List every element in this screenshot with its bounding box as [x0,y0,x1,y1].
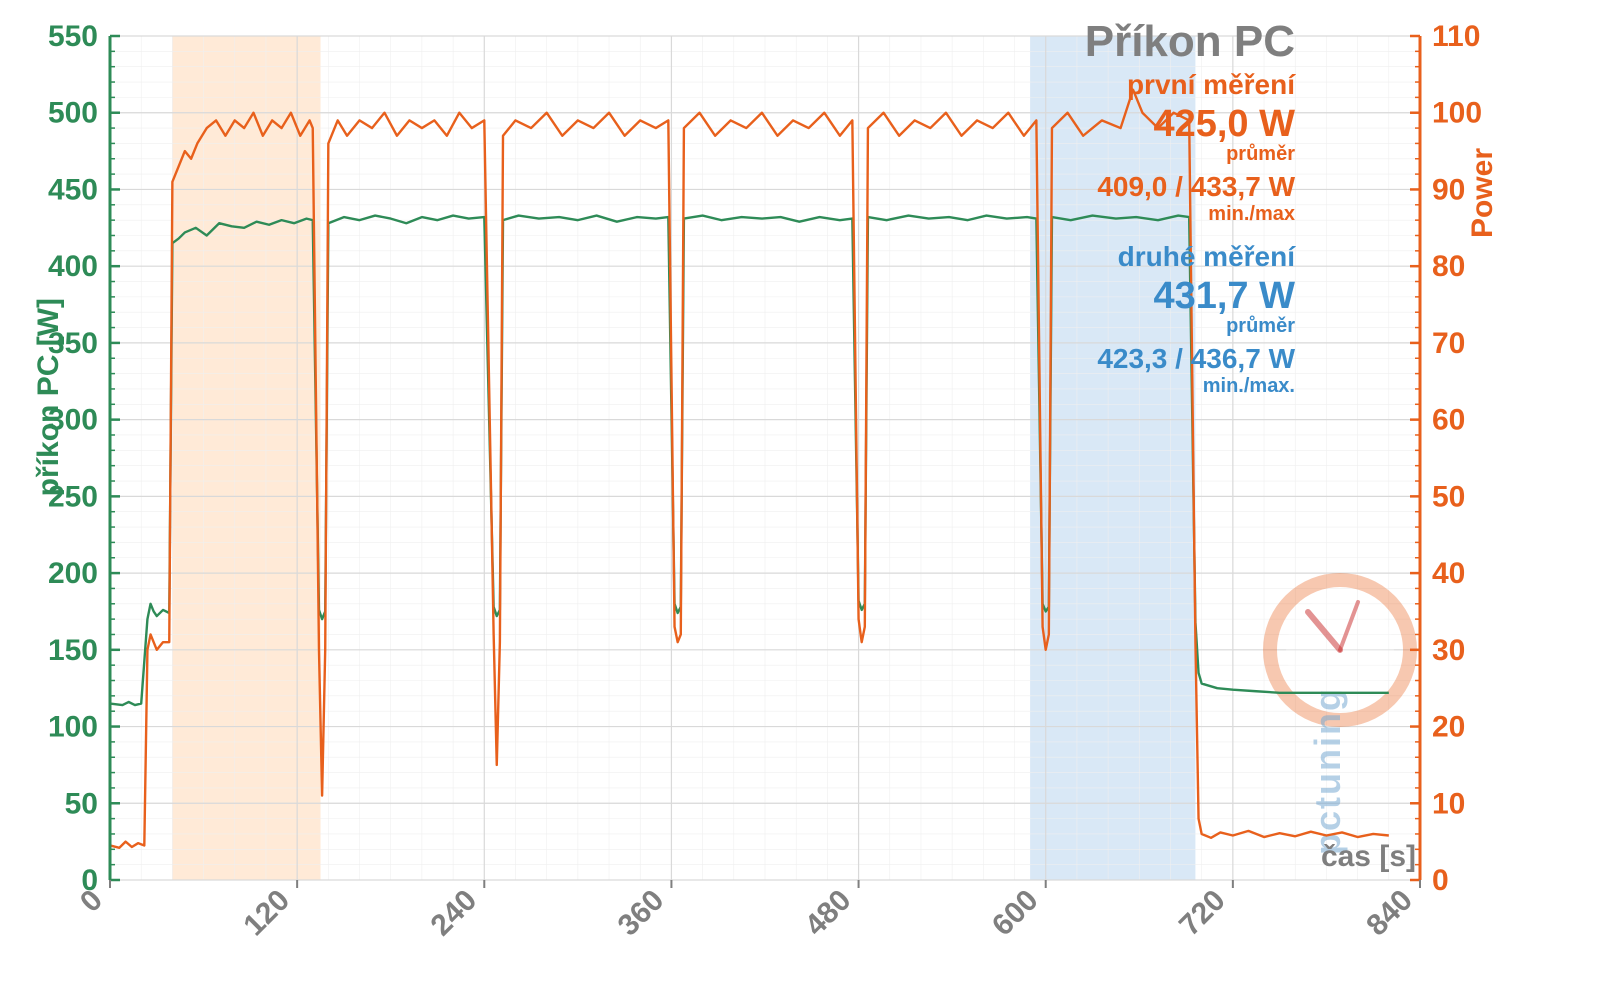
y-right-tick-label: 40 [1432,557,1465,590]
y-right-tick-label: 100 [1432,97,1482,130]
annotation-text: druhé měření [1118,241,1297,272]
x-axis-label: čas [s] [1321,840,1416,873]
annotation-text: 409,0 / 433,7 W [1097,171,1295,202]
y-left-axis-label: příkon PC [W] [32,298,65,496]
y-right-tick-label: 20 [1432,711,1465,744]
y-left-tick-label: 400 [48,250,98,283]
y-left-tick-label: 500 [48,97,98,130]
y-left-tick-label: 150 [48,634,98,667]
y-right-tick-label: 90 [1432,173,1465,206]
y-right-tick-label: 0 [1432,864,1449,897]
y-left-tick-label: 200 [48,557,98,590]
y-right-tick-label: 60 [1432,404,1465,437]
watermark-text: pctuning [1307,687,1348,855]
annotation-text: první měření [1127,69,1296,100]
y-left-tick-label: 50 [65,787,98,820]
y-right-tick-label: 110 [1432,20,1480,53]
y-right-axis-label: Power [1466,148,1499,238]
power-chart: pctuning05010015020025030035040045050055… [0,0,1600,999]
chart-title: Příkon PC [1085,17,1295,66]
y-left-tick-label: 550 [48,20,98,53]
highlight-band [172,36,320,880]
y-right-tick-label: 50 [1432,480,1465,513]
annotation-text: průměr [1226,143,1295,165]
annotation-text: 423,3 / 436,7 W [1097,343,1295,374]
annotation-text: min./max. [1203,375,1295,397]
annotation-text: průměr [1226,315,1295,337]
annotation-text: min./max [1208,203,1295,225]
y-left-tick-label: 100 [48,711,98,744]
y-right-tick-label: 10 [1432,787,1465,820]
y-right-tick-label: 70 [1432,327,1465,360]
y-left-tick-label: 450 [48,173,98,206]
y-right-tick-label: 30 [1432,634,1465,667]
annotation-text: 431,7 W [1153,275,1295,317]
annotation-text: 425,0 W [1153,103,1295,145]
y-right-tick-label: 80 [1432,250,1465,283]
